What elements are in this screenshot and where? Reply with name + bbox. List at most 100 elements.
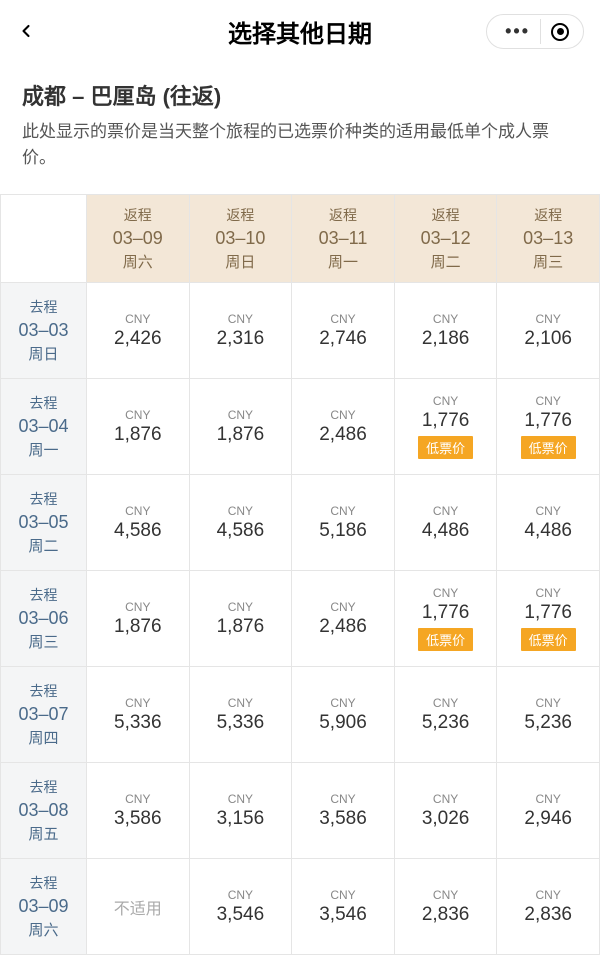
currency-label: CNY: [330, 600, 355, 614]
price-cell[interactable]: CNY 2,836: [497, 859, 600, 955]
currency-label: CNY: [125, 792, 150, 806]
row-date: 03–07: [18, 704, 68, 725]
col-header[interactable]: 返程 03–10 周日: [190, 195, 293, 283]
row-day: 周五: [28, 823, 58, 844]
price-value: 1,876: [114, 424, 162, 446]
currency-label: CNY: [125, 408, 150, 422]
grid-corner: [1, 195, 87, 283]
price-cell[interactable]: CNY 5,186: [292, 475, 395, 571]
price-value: 5,186: [319, 520, 367, 542]
row-header[interactable]: 去程 03–04 周一: [1, 379, 87, 475]
menu-icon[interactable]: •••: [495, 19, 541, 44]
currency-label: CNY: [228, 408, 253, 422]
currency-label: CNY: [536, 394, 561, 408]
price-cell[interactable]: CNY 4,586: [87, 475, 190, 571]
price-value: 2,486: [319, 424, 367, 446]
price-cell[interactable]: CNY 5,336: [87, 667, 190, 763]
row-day: 周三: [28, 631, 58, 652]
row-header[interactable]: 去程 03–07 周四: [1, 667, 87, 763]
price-value: 2,426: [114, 328, 162, 350]
col-day: 周一: [328, 251, 358, 272]
currency-label: CNY: [330, 792, 355, 806]
price-cell[interactable]: 不适用: [87, 859, 190, 955]
price-value: 2,946: [524, 808, 572, 830]
price-cell[interactable]: CNY 2,186: [395, 283, 498, 379]
col-header[interactable]: 返程 03–13 周三: [497, 195, 600, 283]
price-cell[interactable]: CNY 1,876: [190, 571, 293, 667]
row-header[interactable]: 去程 03–05 周二: [1, 475, 87, 571]
currency-label: CNY: [433, 696, 458, 710]
col-date: 03–12: [421, 228, 471, 249]
price-cell[interactable]: CNY 4,586: [190, 475, 293, 571]
price-cell[interactable]: CNY 3,026: [395, 763, 498, 859]
price-cell[interactable]: CNY 1,776低票价: [497, 571, 600, 667]
price-cell[interactable]: CNY 1,776低票价: [497, 379, 600, 475]
col-header[interactable]: 返程 03–09 周六: [87, 195, 190, 283]
currency-label: CNY: [330, 408, 355, 422]
low-price-badge: 低票价: [418, 628, 473, 651]
row-day: 周六: [28, 919, 58, 940]
row-header[interactable]: 去程 03–09 周六: [1, 859, 87, 955]
col-date: 03–13: [523, 228, 573, 249]
price-cell[interactable]: CNY 3,546: [292, 859, 395, 955]
price-value: 2,106: [524, 328, 572, 350]
row-header[interactable]: 去程 03–03 周日: [1, 283, 87, 379]
currency-label: CNY: [228, 312, 253, 326]
back-icon[interactable]: [16, 16, 56, 48]
row-day: 周二: [28, 535, 58, 556]
price-value: 5,236: [422, 712, 470, 734]
col-header[interactable]: 返程 03–11 周一: [292, 195, 395, 283]
price-cell[interactable]: CNY 3,546: [190, 859, 293, 955]
price-cell[interactable]: CNY 4,486: [395, 475, 498, 571]
price-value: 2,746: [319, 328, 367, 350]
row-label: 去程: [30, 585, 58, 605]
price-value: 1,776: [524, 602, 572, 624]
col-label: 返程: [329, 205, 357, 225]
price-cell[interactable]: CNY 5,236: [497, 667, 600, 763]
price-cell[interactable]: CNY 2,746: [292, 283, 395, 379]
col-label: 返程: [124, 205, 152, 225]
price-cell[interactable]: CNY 3,156: [190, 763, 293, 859]
col-header[interactable]: 返程 03–12 周二: [395, 195, 498, 283]
price-cell[interactable]: CNY 4,486: [497, 475, 600, 571]
price-value: 1,876: [114, 616, 162, 638]
price-value: 4,486: [422, 520, 470, 542]
price-cell[interactable]: CNY 1,876: [87, 571, 190, 667]
price-cell[interactable]: CNY 5,906: [292, 667, 395, 763]
price-value: 1,876: [217, 424, 265, 446]
currency-label: CNY: [433, 312, 458, 326]
na-text: 不适用: [114, 895, 162, 919]
price-cell[interactable]: CNY 2,486: [292, 571, 395, 667]
col-date: 03–09: [113, 228, 163, 249]
price-cell[interactable]: CNY 1,876: [190, 379, 293, 475]
row-label: 去程: [30, 297, 58, 317]
price-value: 2,186: [422, 328, 470, 350]
row-header[interactable]: 去程 03–08 周五: [1, 763, 87, 859]
price-value: 4,586: [114, 520, 162, 542]
price-cell[interactable]: CNY 3,586: [87, 763, 190, 859]
price-cell[interactable]: CNY 1,876: [87, 379, 190, 475]
price-value: 2,486: [319, 616, 367, 638]
header: 选择其他日期 •••: [0, 0, 600, 63]
price-cell[interactable]: CNY 2,836: [395, 859, 498, 955]
price-cell[interactable]: CNY 2,426: [87, 283, 190, 379]
price-cell[interactable]: CNY 2,106: [497, 283, 600, 379]
row-header[interactable]: 去程 03–06 周三: [1, 571, 87, 667]
price-cell[interactable]: CNY 1,776低票价: [395, 571, 498, 667]
currency-label: CNY: [433, 792, 458, 806]
price-cell[interactable]: CNY 5,236: [395, 667, 498, 763]
target-icon[interactable]: [551, 23, 569, 41]
price-cell[interactable]: CNY 2,946: [497, 763, 600, 859]
price-cell[interactable]: CNY 3,586: [292, 763, 395, 859]
price-value: 2,836: [422, 904, 470, 926]
price-cell[interactable]: CNY 5,336: [190, 667, 293, 763]
currency-label: CNY: [330, 888, 355, 902]
price-cell[interactable]: CNY 2,486: [292, 379, 395, 475]
currency-label: CNY: [330, 312, 355, 326]
price-cell[interactable]: CNY 1,776低票价: [395, 379, 498, 475]
price-cell[interactable]: CNY 2,316: [190, 283, 293, 379]
currency-label: CNY: [125, 312, 150, 326]
price-value: 5,336: [114, 712, 162, 734]
row-date: 03–04: [18, 416, 68, 437]
row-date: 03–09: [18, 896, 68, 917]
